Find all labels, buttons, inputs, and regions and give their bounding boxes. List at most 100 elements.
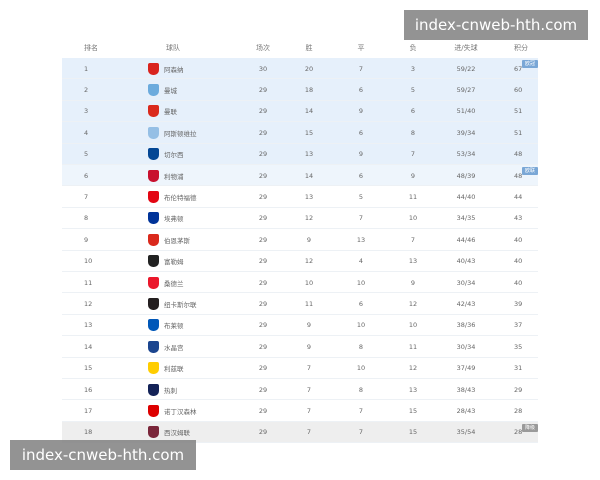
header-goals: 进/失球 (454, 44, 478, 52)
cell-rank: 10 (84, 257, 93, 266)
row-divider (62, 292, 538, 294)
cell-drawn: 6 (358, 300, 364, 309)
cell-team: 曼城 (164, 87, 177, 96)
table-row[interactable]: 17 诺丁汉森林 29 7 7 15 28/43 28 (62, 400, 538, 422)
cell-won: 13 (304, 193, 314, 202)
table-row[interactable]: 9 伯恩茅斯 29 9 13 7 44/46 40 (62, 229, 538, 251)
header-points: 积分 (514, 44, 528, 52)
crest-icon (147, 84, 159, 97)
cell-played: 29 (258, 235, 268, 244)
cell-rank: 14 (84, 342, 93, 351)
cell-played: 29 (258, 214, 268, 223)
cell-won: 9 (306, 321, 312, 330)
cell-won: 7 (306, 407, 312, 416)
table-row[interactable]: 4 阿斯顿维拉 29 15 6 8 39/34 51 (62, 122, 538, 144)
table-row[interactable]: 14 水晶宫 29 9 8 11 30/34 35 (62, 336, 538, 358)
crest-icon (147, 319, 159, 332)
table-row[interactable]: 8 埃弗顿 29 12 7 10 34/35 43 (62, 208, 538, 230)
cell-points: 40 (514, 257, 523, 266)
table-row[interactable]: 7 布伦特福德 29 13 5 11 44/40 44 (62, 186, 538, 208)
cell-goals: 35/54 (456, 428, 476, 437)
cell-team: 利兹联 (164, 365, 184, 374)
team-crest-icon (146, 208, 160, 229)
cell-played: 29 (258, 364, 268, 373)
table-row[interactable]: 13 布莱顿 29 9 10 10 38/36 37 (62, 315, 538, 337)
crest-icon (147, 105, 159, 118)
table-row[interactable]: 15 利兹联 29 7 10 12 37/49 31 (62, 358, 538, 379)
cell-points: 48 (514, 171, 523, 180)
cell-drawn: 4 (358, 257, 364, 266)
cell-rank: 13 (84, 321, 93, 330)
cell-lost: 10 (408, 214, 418, 223)
table-row[interactable]: 11 桑德兰 29 10 10 9 30/34 40 (62, 272, 538, 294)
table-row[interactable]: 12 纽卡斯尔联 29 11 6 12 42/43 39 (62, 293, 538, 315)
cell-rank: 8 (84, 214, 89, 223)
cell-goals: 44/40 (456, 193, 476, 202)
cell-goals: 53/34 (456, 150, 476, 159)
cell-won: 7 (306, 385, 312, 394)
row-divider (62, 313, 538, 315)
cell-points: 31 (514, 364, 523, 373)
cell-drawn: 8 (358, 342, 364, 351)
cell-drawn: 7 (358, 64, 364, 73)
cell-played: 29 (258, 385, 268, 394)
cell-won: 9 (306, 235, 312, 244)
cell-rank: 11 (84, 278, 93, 287)
crest-icon (147, 233, 159, 246)
cell-played: 29 (258, 257, 268, 266)
cell-played: 29 (258, 128, 268, 137)
zone-badge: 降级 (521, 423, 538, 432)
cell-points: 37 (514, 321, 523, 330)
row-divider (62, 420, 538, 422)
table-row[interactable]: 1 阿森纳 30 20 7 3 59/22 67 欧冠 (62, 58, 538, 80)
table-row[interactable]: 6 利物浦 29 14 6 9 48/39 48 欧联 (62, 165, 538, 187)
cell-rank: 3 (84, 107, 89, 116)
crest-icon (147, 298, 159, 311)
table-row[interactable]: 18 西汉姆联 29 7 7 15 35/54 28 降级 (62, 421, 538, 444)
cell-team: 阿森纳 (164, 65, 184, 74)
crest-icon (147, 191, 159, 204)
cell-won: 9 (306, 342, 312, 351)
team-crest-icon (146, 315, 160, 336)
cell-drawn: 5 (358, 193, 364, 202)
cell-team: 阿斯顿维拉 (164, 129, 197, 138)
header-lost: 负 (409, 44, 417, 52)
cell-team: 诺丁汉森林 (164, 408, 197, 417)
table-row[interactable]: 16 热刺 29 7 8 13 38/43 29 (62, 379, 538, 401)
cell-played: 29 (258, 150, 268, 159)
cell-played: 29 (258, 407, 268, 416)
cell-team: 西汉姆联 (164, 429, 190, 438)
header-won: 胜 (305, 44, 313, 52)
table-header: 排名 球队 场次 胜 平 负 进/失球 积分 (62, 38, 538, 58)
crest-icon (147, 169, 159, 182)
cell-goals: 48/39 (456, 171, 476, 180)
table-row[interactable]: 5 切尔西 29 13 9 7 53/34 48 (62, 143, 538, 165)
cell-lost: 7 (410, 150, 416, 159)
cell-won: 15 (304, 128, 314, 137)
cell-goals: 59/22 (456, 64, 476, 73)
cell-played: 29 (258, 193, 268, 202)
cell-points: 28 (514, 407, 523, 416)
cell-lost: 12 (408, 364, 418, 373)
cell-points: 43 (514, 214, 523, 223)
cell-played: 29 (258, 428, 268, 437)
cell-team: 水晶宫 (164, 343, 184, 352)
table-row[interactable]: 2 曼城 29 18 6 5 59/27 60 (62, 79, 538, 101)
table-row[interactable]: 3 曼联 29 14 9 6 51/40 51 (62, 100, 538, 123)
table-row[interactable]: 10 富勒姆 29 12 4 13 40/43 40 (62, 251, 538, 272)
row-divider (62, 335, 538, 337)
team-crest-icon (146, 336, 160, 357)
cell-drawn: 7 (358, 428, 364, 437)
cell-goals: 30/34 (456, 342, 476, 351)
cell-goals: 42/43 (456, 300, 476, 309)
cell-drawn: 10 (356, 278, 366, 287)
cell-lost: 5 (410, 86, 416, 95)
cell-points: 51 (514, 128, 523, 137)
cell-rank: 7 (84, 193, 89, 202)
zone-badge: 欧联 (521, 167, 538, 175)
cell-goals: 37/49 (456, 364, 476, 373)
cell-goals: 39/34 (456, 128, 476, 137)
cell-rank: 16 (84, 385, 93, 394)
team-crest-icon (146, 293, 160, 314)
cell-goals: 30/34 (456, 278, 476, 287)
